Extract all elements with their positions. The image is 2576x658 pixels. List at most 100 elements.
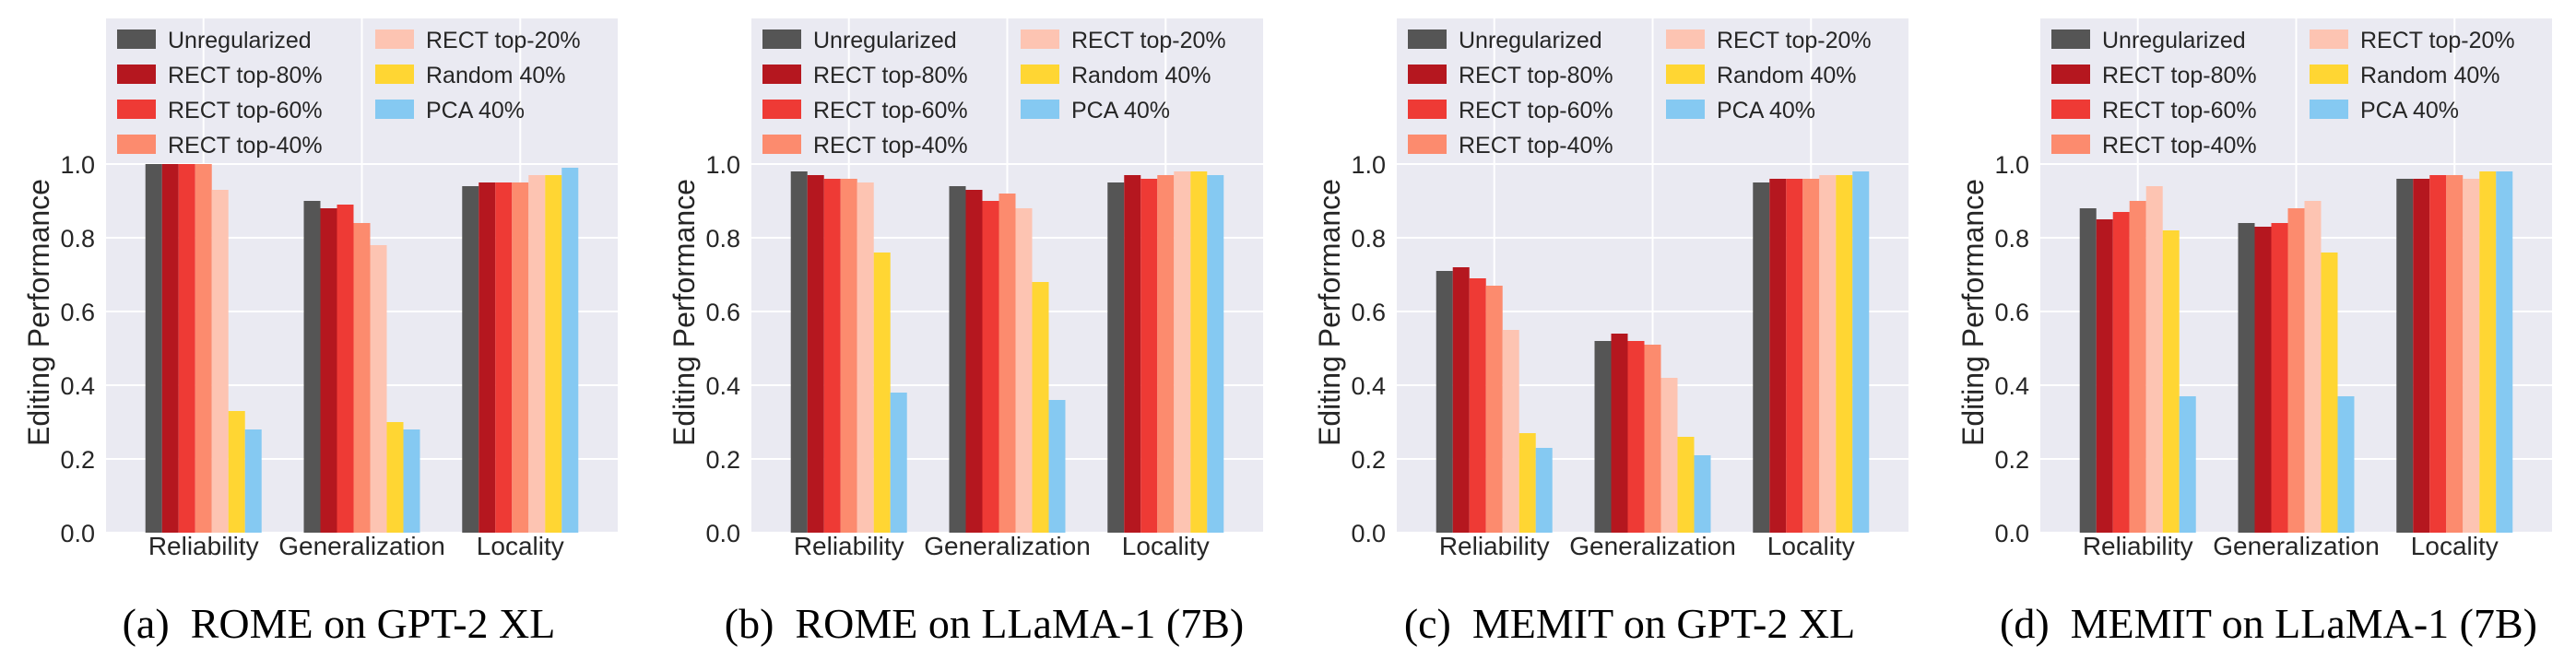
x-tick-label: Reliability xyxy=(1439,532,1550,560)
bar xyxy=(949,186,966,533)
bar xyxy=(2238,223,2255,533)
bar xyxy=(1124,175,1141,533)
bar xyxy=(2304,201,2322,533)
bar xyxy=(1852,171,1870,533)
legend-label: Unregularized xyxy=(1459,28,1602,53)
bar xyxy=(1677,437,1695,533)
bar xyxy=(495,182,513,533)
bar xyxy=(145,164,162,533)
bar xyxy=(353,223,371,533)
bar xyxy=(965,190,983,533)
bar xyxy=(370,245,387,533)
x-tick-label: Reliability xyxy=(2083,532,2193,560)
y-tick-label: 1.0 xyxy=(1351,151,1386,179)
legend-label: RECT top-80% xyxy=(813,63,968,88)
bar xyxy=(303,201,321,533)
bar xyxy=(178,164,195,533)
panel-caption: (a) ROME on GPT-2 XL xyxy=(123,600,556,647)
legend-swatch xyxy=(762,29,801,49)
x-tick-label: Generalization xyxy=(924,532,1091,560)
bar xyxy=(2254,227,2272,533)
y-tick-label: 0.0 xyxy=(1994,520,2029,547)
legend-label: RECT top-60% xyxy=(813,98,968,123)
bar xyxy=(1174,171,1191,533)
legend-swatch xyxy=(375,100,414,119)
y-tick-label: 0.8 xyxy=(1994,225,2029,253)
legend-label: Random 40% xyxy=(2360,63,2499,88)
bar xyxy=(2429,175,2447,533)
bar xyxy=(1502,330,1519,533)
chart-panel-1: 0.0 0.2 0.4 0.6 0.8 1.0 Reliability Generalizat… xyxy=(22,18,618,647)
y-tick-label: 0.0 xyxy=(705,520,740,547)
legend-label: RECT top-40% xyxy=(1459,133,1613,159)
legend-swatch xyxy=(762,100,801,119)
legend-swatch xyxy=(117,65,156,84)
bar xyxy=(1048,400,1066,533)
legend-swatch xyxy=(1408,135,1447,154)
bar xyxy=(1207,175,1224,533)
y-axis-label: Editing Performance xyxy=(1313,179,1346,446)
chart-panel-3: 0.0 0.2 0.4 0.6 0.8 1.0 Reliability Generalizat… xyxy=(1313,18,1908,647)
bar xyxy=(244,429,262,533)
y-tick-label: 0.6 xyxy=(1994,299,2029,326)
bar xyxy=(2496,171,2513,533)
bar xyxy=(1452,267,1470,533)
bar xyxy=(1140,179,1158,533)
bar xyxy=(161,164,179,533)
y-tick-label: 0.0 xyxy=(60,520,95,547)
legend-swatch xyxy=(1021,100,1059,119)
bar xyxy=(2287,208,2305,533)
bar xyxy=(982,201,999,533)
bar xyxy=(211,190,229,533)
bar xyxy=(1594,341,1612,533)
y-tick-label: 0.4 xyxy=(705,372,740,400)
bar xyxy=(790,171,808,533)
bar xyxy=(195,164,212,533)
bar xyxy=(1753,182,1770,533)
bar xyxy=(2446,175,2464,533)
bar xyxy=(1157,175,1175,533)
bar xyxy=(807,175,824,533)
legend-label: RECT top-80% xyxy=(168,63,323,88)
legend-label: RECT top-40% xyxy=(813,133,968,159)
y-axis-label: Editing Performance xyxy=(22,179,55,446)
bar xyxy=(1518,433,1536,533)
legend-swatch xyxy=(2051,65,2090,84)
legend-swatch xyxy=(2051,29,2090,49)
y-axis-label: Editing Performance xyxy=(668,179,701,446)
bar xyxy=(386,422,404,533)
legend-label: Unregularized xyxy=(813,28,957,53)
y-tick-label: 0.8 xyxy=(705,225,740,253)
x-tick-label: Locality xyxy=(477,532,564,560)
x-tick-label: Locality xyxy=(1767,532,1855,560)
legend-swatch xyxy=(762,65,801,84)
bar xyxy=(1535,448,1553,533)
legend-swatch xyxy=(1666,29,1705,49)
legend-swatch xyxy=(117,100,156,119)
y-tick-label: 0.6 xyxy=(1351,299,1386,326)
y-tick-label: 1.0 xyxy=(60,151,95,179)
legend-label: RECT top-60% xyxy=(168,98,323,123)
y-tick-label: 0.0 xyxy=(1351,520,1386,547)
legend-swatch xyxy=(2051,135,2090,154)
bar xyxy=(2413,179,2430,533)
bar xyxy=(2079,208,2097,533)
legend-label: Random 40% xyxy=(1717,63,1856,88)
bar xyxy=(2479,171,2497,533)
bar xyxy=(479,182,496,533)
legend-swatch xyxy=(375,65,414,84)
bar xyxy=(2096,219,2113,533)
legend-swatch xyxy=(1666,100,1705,119)
legend-swatch xyxy=(1408,29,1447,49)
y-tick-label: 0.2 xyxy=(60,446,95,474)
legend-swatch xyxy=(1021,29,1059,49)
bar xyxy=(545,175,562,533)
y-tick-label: 0.2 xyxy=(705,446,740,474)
bar xyxy=(1644,345,1661,533)
bar xyxy=(1660,378,1678,533)
bar xyxy=(1436,271,1453,533)
legend-swatch xyxy=(1408,100,1447,119)
bar xyxy=(2162,230,2180,533)
legend-label: Random 40% xyxy=(1071,63,1211,88)
